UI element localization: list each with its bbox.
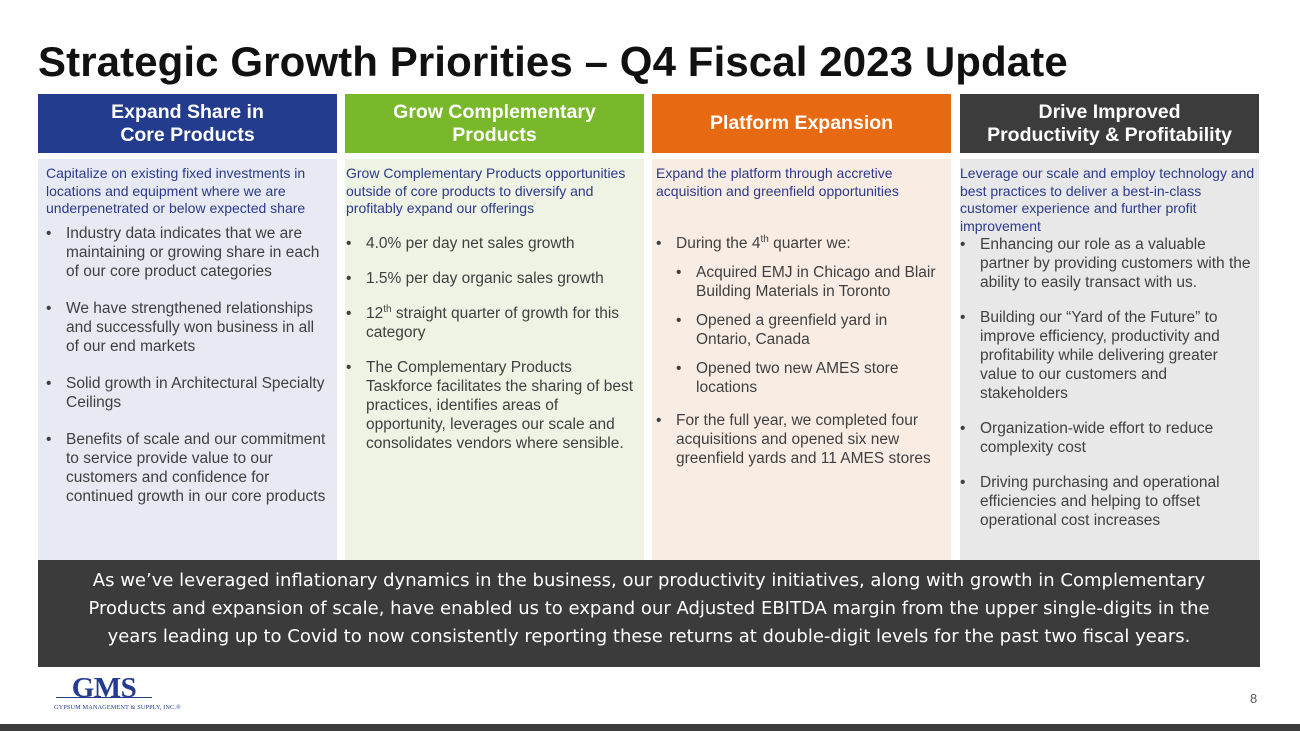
column-body: Leverage our scale and employ technology… [960,159,1259,565]
summary-banner: As we’ve leveraged inflationary dynamics… [38,560,1260,667]
bullet-item: Solid growth in Architectural Specialty … [46,374,331,412]
column-intro: Capitalize on existing fixed investments… [46,165,306,216]
gms-logo: GMS GYPSUM MANAGEMENT & SUPPLY, INC.® [54,672,181,711]
column-body: Expand the platform through accretive ac… [652,159,951,565]
bullet-list: During the 4th quarter we: Acquired EMJ … [656,234,945,468]
bullet-item: Driving purchasing and operational effic… [960,473,1257,530]
column-header: Drive Improved Productivity & Profitabil… [960,94,1259,153]
column-intro: Grow Complementary Products opportunitie… [346,165,626,216]
bullet-item: Enhancing our role as a valuable partner… [960,235,1257,292]
registered-mark: ® [176,704,181,711]
header-line: Productivity & Profitability [987,123,1232,146]
header-line: Core Products [120,123,255,146]
superscript: th [383,303,392,315]
column-body: Capitalize on existing fixed investments… [38,159,337,565]
header-line: Expand Share in [111,100,264,123]
bullet-item: Benefits of scale and our commitment to … [46,430,331,506]
superscript: th [760,233,769,245]
column-grow-complementary: Grow Complementary Products Grow Complem… [345,94,644,565]
column-header: Grow Complementary Products [345,94,644,153]
logo-mark: GMS [71,672,137,704]
bullet-item: During the 4th quarter we: [656,234,945,253]
bullet-item: Organization-wide effort to reduce compl… [960,419,1257,457]
sub-bullet-item: Opened a greenfield yard in Ontario, Can… [676,311,945,349]
sub-bullet-item: Acquired EMJ in Chicago and Blair Buildi… [676,263,945,301]
header-line: Grow Complementary [393,100,596,123]
header-line: Drive Improved [1038,100,1181,123]
column-header: Expand Share in Core Products [38,94,337,153]
page-number: 8 [1250,691,1258,706]
footer-bar [0,724,1300,731]
bullet-text: quarter we: [768,235,851,252]
bullet-list: Enhancing our role as a valuable partner… [960,235,1257,530]
column-drive-productivity: Drive Improved Productivity & Profitabil… [960,94,1259,565]
bullet-item: For the full year, we completed four acq… [656,411,945,468]
bullet-item: Building our “Yard of the Future” to imp… [960,308,1257,403]
banner-line: years leading up to Covid to now consist… [107,626,1191,647]
column-header: Platform Expansion [652,94,951,153]
logo-rule [56,697,152,698]
column-platform-expansion: Platform Expansion Expand the platform t… [652,94,951,565]
bullet-list: Industry data indicates that we are main… [46,224,331,506]
logo-subtitle: GYPSUM MANAGEMENT & SUPPLY, INC.® [54,704,181,711]
bullet-item: The Complementary Products Taskforce fac… [346,358,638,453]
bullet-item: 1.5% per day organic sales growth [346,269,638,288]
banner-line: Products and expansion of scale, have en… [88,598,1210,619]
bullet-item: Industry data indicates that we are main… [46,224,331,281]
bullet-item: 4.0% per day net sales growth [346,234,638,253]
bullet-text: During the 4 [676,235,761,252]
column-expand-share: Expand Share in Core Products Capitalize… [38,94,337,565]
column-intro: Leverage our scale and employ technology… [960,165,1255,234]
column-body: Grow Complementary Products opportunitie… [345,159,644,565]
logo-subtitle-text: GYPSUM MANAGEMENT & SUPPLY, INC. [54,704,176,711]
bullet-list: 4.0% per day net sales growth 1.5% per d… [346,234,638,453]
slide-title: Strategic Growth Priorities – Q4 Fiscal … [38,38,1068,85]
sub-bullet-item: Opened two new AMES store locations [676,359,945,397]
bullet-text: 12 [366,304,384,322]
bullet-item: We have strengthened relationships and s… [46,299,331,356]
bullet-item: 12th straight quarter of growth for this… [346,304,638,342]
header-line: Products [452,123,537,146]
bullet-text: straight quarter of growth for this cate… [366,304,620,341]
column-intro: Expand the platform through accretive ac… [656,165,899,199]
header-line: Platform Expansion [709,112,894,134]
banner-line: As we’ve leveraged inflationary dynamics… [92,570,1206,591]
